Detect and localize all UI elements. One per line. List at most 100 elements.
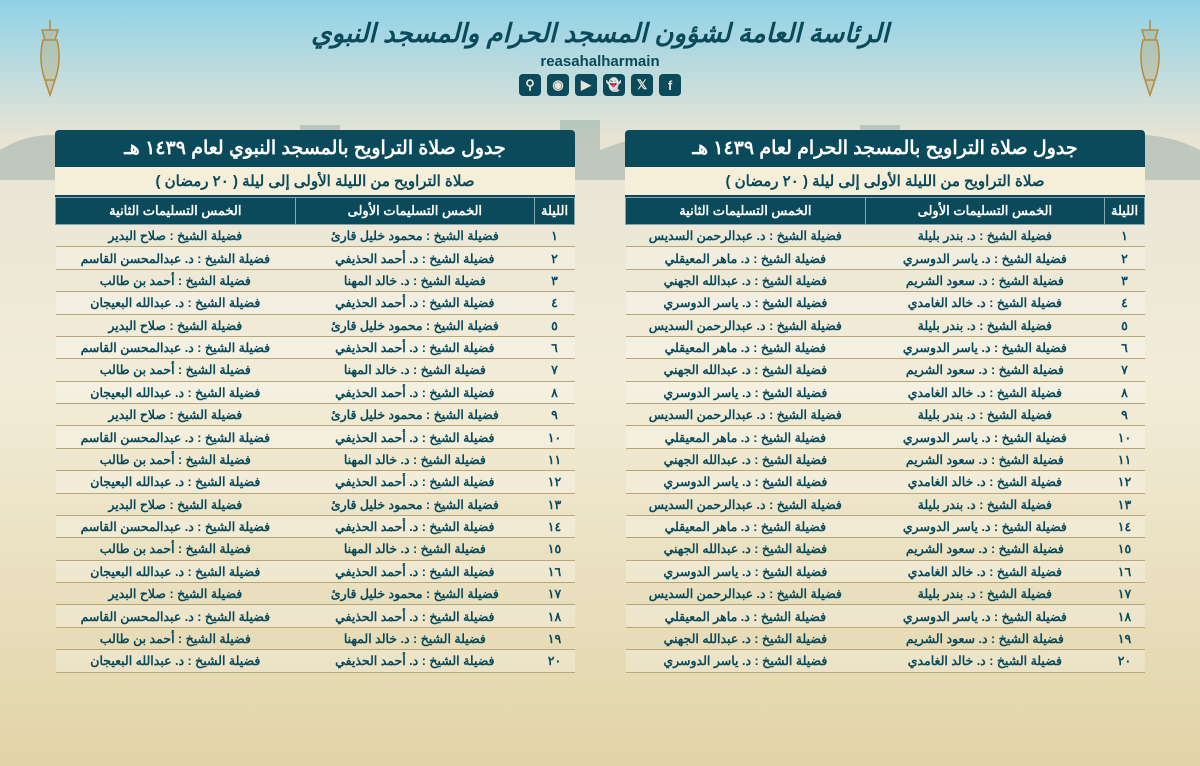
first-tasleem-cell: فضيلة الشيخ : د. سعود الشريم	[865, 627, 1104, 649]
nabawi-title: جدول صلاة التراويح بالمسجد النبوي لعام ١…	[55, 130, 575, 167]
night-cell: ١٥	[535, 538, 575, 560]
first-tasleem-cell: فضيلة الشيخ : د. بندر بليلة	[865, 225, 1104, 247]
table-row: ١١فضيلة الشيخ : د. سعود الشريمفضيلة الشي…	[626, 448, 1145, 470]
second-tasleem-cell: فضيلة الشيخ : أحمد بن طالب	[56, 627, 296, 649]
night-cell: ٢٠	[1105, 650, 1145, 672]
second-tasleem-cell: فضيلة الشيخ : صلاح البدير	[56, 225, 296, 247]
first-tasleem-cell: فضيلة الشيخ : د. سعود الشريم	[865, 359, 1104, 381]
table-row: ١٩فضيلة الشيخ : د. خالد المهنافضيلة الشي…	[56, 627, 575, 649]
night-cell: ١٥	[1105, 538, 1145, 560]
first-tasleem-cell: فضيلة الشيخ : د. أحمد الحذيفي	[295, 426, 534, 448]
first-tasleem-cell: فضيلة الشيخ : د. خالد الغامدي	[865, 381, 1104, 403]
night-cell: ١٨	[1105, 605, 1145, 627]
second-tasleem-cell: فضيلة الشيخ : د. عبدالله البعيجان	[56, 471, 296, 493]
instagram-icon: ◉	[547, 74, 569, 96]
night-cell: ٣	[535, 269, 575, 291]
night-cell: ١٣	[535, 493, 575, 515]
first-tasleem-cell: فضيلة الشيخ : د. أحمد الحذيفي	[295, 247, 534, 269]
first-tasleem-cell: فضيلة الشيخ : د. أحمد الحذيفي	[295, 471, 534, 493]
table-row: ١٠فضيلة الشيخ : د. ياسر الدوسريفضيلة الش…	[626, 426, 1145, 448]
table-row: ١فضيلة الشيخ : د. بندر بليلةفضيلة الشيخ …	[626, 225, 1145, 247]
table-row: ٢فضيلة الشيخ : د. ياسر الدوسريفضيلة الشي…	[626, 247, 1145, 269]
second-tasleem-cell: فضيلة الشيخ : د. عبدالرحمن السديس	[626, 225, 866, 247]
second-tasleem-cell: فضيلة الشيخ : د. ماهر المعيقلي	[626, 605, 866, 627]
night-cell: ٧	[1105, 359, 1145, 381]
first-tasleem-cell: فضيلة الشيخ : د. ياسر الدوسري	[865, 515, 1104, 537]
table-row: ٥فضيلة الشيخ : محمود خليل قارئفضيلة الشي…	[56, 314, 575, 336]
table-row: ١٦فضيلة الشيخ : د. خالد الغامديفضيلة الش…	[626, 560, 1145, 582]
second-tasleem-cell: فضيلة الشيخ : د. عبدالله البعيجان	[56, 381, 296, 403]
night-cell: ٨	[535, 381, 575, 403]
second-tasleem-cell: فضيلة الشيخ : د. ياسر الدوسري	[626, 292, 866, 314]
table-row: ٧فضيلة الشيخ : د. خالد المهنافضيلة الشيخ…	[56, 359, 575, 381]
first-tasleem-cell: فضيلة الشيخ : د. ياسر الدوسري	[865, 605, 1104, 627]
table-row: ١٦فضيلة الشيخ : د. أحمد الحذيفيفضيلة الش…	[56, 560, 575, 582]
first-tasleem-cell: فضيلة الشيخ : د. سعود الشريم	[865, 269, 1104, 291]
table-row: ٦فضيلة الشيخ : د. ياسر الدوسريفضيلة الشي…	[626, 336, 1145, 358]
night-cell: ١٤	[1105, 515, 1145, 537]
second-tasleem-cell: فضيلة الشيخ : د. عبدالله الجهني	[626, 538, 866, 560]
first-tasleem-cell: فضيلة الشيخ : د. ياسر الدوسري	[865, 336, 1104, 358]
second-tasleem-cell: فضيلة الشيخ : د. عبدالمحسن القاسم	[56, 605, 296, 627]
night-cell: ٦	[535, 336, 575, 358]
table-row: ٣فضيلة الشيخ : د. خالد المهنافضيلة الشيخ…	[56, 269, 575, 291]
second-tasleem-cell: فضيلة الشيخ : د. ماهر المعيقلي	[626, 426, 866, 448]
header: الرئاسة العامة لشؤون المسجد الحرام والمس…	[0, 0, 1200, 110]
second-tasleem-cell: فضيلة الشيخ : د. عبدالرحمن السديس	[626, 493, 866, 515]
first-tasleem-cell: فضيلة الشيخ : د. خالد المهنا	[295, 448, 534, 470]
second-tasleem-cell: فضيلة الشيخ : د. عبدالمحسن القاسم	[56, 336, 296, 358]
table-row: ٣فضيلة الشيخ : د. سعود الشريمفضيلة الشيخ…	[626, 269, 1145, 291]
second-tasleem-cell: فضيلة الشيخ : د. عبدالله الجهني	[626, 627, 866, 649]
table-row: ٩فضيلة الشيخ : محمود خليل قارئفضيلة الشي…	[56, 404, 575, 426]
second-tasleem-cell: فضيلة الشيخ : د. عبدالله الجهني	[626, 448, 866, 470]
night-cell: ١١	[535, 448, 575, 470]
table-row: ١٢فضيلة الشيخ : د. خالد الغامديفضيلة الش…	[626, 471, 1145, 493]
table-row: ٨فضيلة الشيخ : د. أحمد الحذيفيفضيلة الشي…	[56, 381, 575, 403]
first-tasleem-cell: فضيلة الشيخ : د. خالد الغامدي	[865, 292, 1104, 314]
periscope-icon: ⚲	[519, 74, 541, 96]
table-row: ١٥فضيلة الشيخ : د. خالد المهنافضيلة الشي…	[56, 538, 575, 560]
facebook-icon: f	[659, 74, 681, 96]
second-tasleem-cell: فضيلة الشيخ : د. ياسر الدوسري	[626, 381, 866, 403]
col-second: الخمس التسليمات الثانية	[56, 198, 296, 225]
table-row: ١٨فضيلة الشيخ : د. ياسر الدوسريفضيلة الش…	[626, 605, 1145, 627]
col-second: الخمس التسليمات الثانية	[626, 198, 866, 225]
second-tasleem-cell: فضيلة الشيخ : د. عبدالله الجهني	[626, 269, 866, 291]
night-cell: ١	[535, 225, 575, 247]
table-row: ٤فضيلة الشيخ : د. خالد الغامديفضيلة الشي…	[626, 292, 1145, 314]
table-row: ١٤فضيلة الشيخ : د. أحمد الحذيفيفضيلة الش…	[56, 515, 575, 537]
first-tasleem-cell: فضيلة الشيخ : د. أحمد الحذيفي	[295, 650, 534, 672]
second-tasleem-cell: فضيلة الشيخ : د. عبدالله الجهني	[626, 359, 866, 381]
first-tasleem-cell: فضيلة الشيخ : د. بندر بليلة	[865, 404, 1104, 426]
second-tasleem-cell: فضيلة الشيخ : د. ياسر الدوسري	[626, 471, 866, 493]
table-row: ٢٠فضيلة الشيخ : د. أحمد الحذيفيفضيلة الش…	[56, 650, 575, 672]
night-cell: ٦	[1105, 336, 1145, 358]
night-cell: ١٢	[535, 471, 575, 493]
night-cell: ١٦	[535, 560, 575, 582]
first-tasleem-cell: فضيلة الشيخ : د. خالد الغامدي	[865, 471, 1104, 493]
first-tasleem-cell: فضيلة الشيخ : محمود خليل قارئ	[295, 225, 534, 247]
night-cell: ٤	[535, 292, 575, 314]
twitter-icon: 𝕏	[631, 74, 653, 96]
second-tasleem-cell: فضيلة الشيخ : د. ياسر الدوسري	[626, 560, 866, 582]
first-tasleem-cell: فضيلة الشيخ : محمود خليل قارئ	[295, 314, 534, 336]
haram-table: الليلة الخمس التسليمات الأولى الخمس التس…	[625, 197, 1145, 673]
night-cell: ١٢	[1105, 471, 1145, 493]
second-tasleem-cell: فضيلة الشيخ : د. عبدالرحمن السديس	[626, 404, 866, 426]
night-cell: ٩	[535, 404, 575, 426]
night-cell: ١٩	[1105, 627, 1145, 649]
first-tasleem-cell: فضيلة الشيخ : د. أحمد الحذيفي	[295, 381, 534, 403]
first-tasleem-cell: فضيلة الشيخ : د. خالد الغامدي	[865, 650, 1104, 672]
night-cell: ١٩	[535, 627, 575, 649]
night-cell: ١	[1105, 225, 1145, 247]
first-tasleem-cell: فضيلة الشيخ : محمود خليل قارئ	[295, 583, 534, 605]
night-cell: ١٦	[1105, 560, 1145, 582]
youtube-icon: ▶	[575, 74, 597, 96]
night-cell: ٢	[1105, 247, 1145, 269]
social-handle: reasahalharmain	[0, 53, 1200, 70]
haram-schedule: جدول صلاة التراويح بالمسجد الحرام لعام ١…	[625, 130, 1145, 673]
second-tasleem-cell: فضيلة الشيخ : د. عبدالرحمن السديس	[626, 314, 866, 336]
table-row: ٦فضيلة الشيخ : د. أحمد الحذيفيفضيلة الشي…	[56, 336, 575, 358]
haram-title: جدول صلاة التراويح بالمسجد الحرام لعام ١…	[625, 130, 1145, 167]
night-cell: ٩	[1105, 404, 1145, 426]
